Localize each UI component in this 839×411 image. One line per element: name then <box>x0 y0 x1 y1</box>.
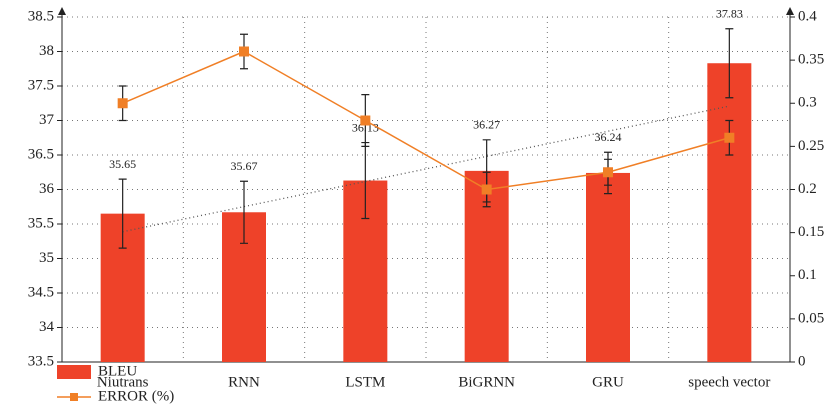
data-label: 36.27 <box>473 118 500 132</box>
data-label: 37.83 <box>716 6 743 20</box>
line-marker <box>360 115 371 126</box>
data-label: 36.24 <box>595 130 622 144</box>
line-marker <box>603 167 613 178</box>
y2-tick-label: 0.4 <box>798 8 817 24</box>
x-tick-label: speech vector <box>688 374 770 390</box>
y2-tick-label: 0.15 <box>798 224 824 240</box>
y2-tick-label: 0.2 <box>798 181 817 197</box>
y-tick-label: 33.5 <box>28 353 54 369</box>
y2-tick-label: 0.25 <box>798 138 824 154</box>
line-marker <box>724 132 735 143</box>
x-tick-label: GRU <box>592 374 624 390</box>
legend-label: BLEU <box>98 363 137 379</box>
y2-tick-label: 0 <box>798 353 806 369</box>
y2-tick-label: 0.35 <box>798 52 824 68</box>
y-tick-label: 35 <box>39 250 54 266</box>
x-tick-label: LSTM <box>345 374 385 390</box>
y2-tick-label: 0.3 <box>798 95 817 111</box>
y-tick-label: 34.5 <box>28 284 54 300</box>
bar <box>707 63 752 362</box>
line-marker <box>481 184 492 195</box>
data-label: 35.65 <box>109 157 136 171</box>
axis-arrow <box>58 7 66 15</box>
y-tick-label: 38.5 <box>28 8 54 24</box>
x-tick-label: Niutrans <box>97 374 149 390</box>
line <box>122 50 730 191</box>
error-bar <box>118 178 127 249</box>
x-tick-label: RNN <box>228 374 260 390</box>
legend-label: ERROR (%) <box>98 388 174 404</box>
trendline <box>122 105 730 233</box>
y-tick-label: 37 <box>39 112 55 128</box>
line-marker <box>117 98 128 109</box>
legend-swatch <box>70 393 78 401</box>
axis-arrow <box>786 7 794 15</box>
y2-tick-label: 0.05 <box>798 310 824 326</box>
line-marker <box>239 46 249 57</box>
y-tick-label: 36.5 <box>28 146 54 162</box>
error-bar <box>725 28 734 99</box>
data-label: 35.67 <box>231 159 258 173</box>
legend-swatch <box>57 365 91 379</box>
x-tick-label: BiGRNN <box>458 374 515 390</box>
y-tick-label: 34 <box>39 319 55 335</box>
y-tick-label: 38 <box>39 43 54 59</box>
y-tick-label: 37.5 <box>28 77 54 93</box>
y-tick-label: 36 <box>39 181 55 197</box>
y-tick-label: 35.5 <box>28 215 54 231</box>
error-bar <box>240 180 248 244</box>
y2-tick-label: 0.1 <box>798 267 817 283</box>
bar <box>586 172 630 362</box>
